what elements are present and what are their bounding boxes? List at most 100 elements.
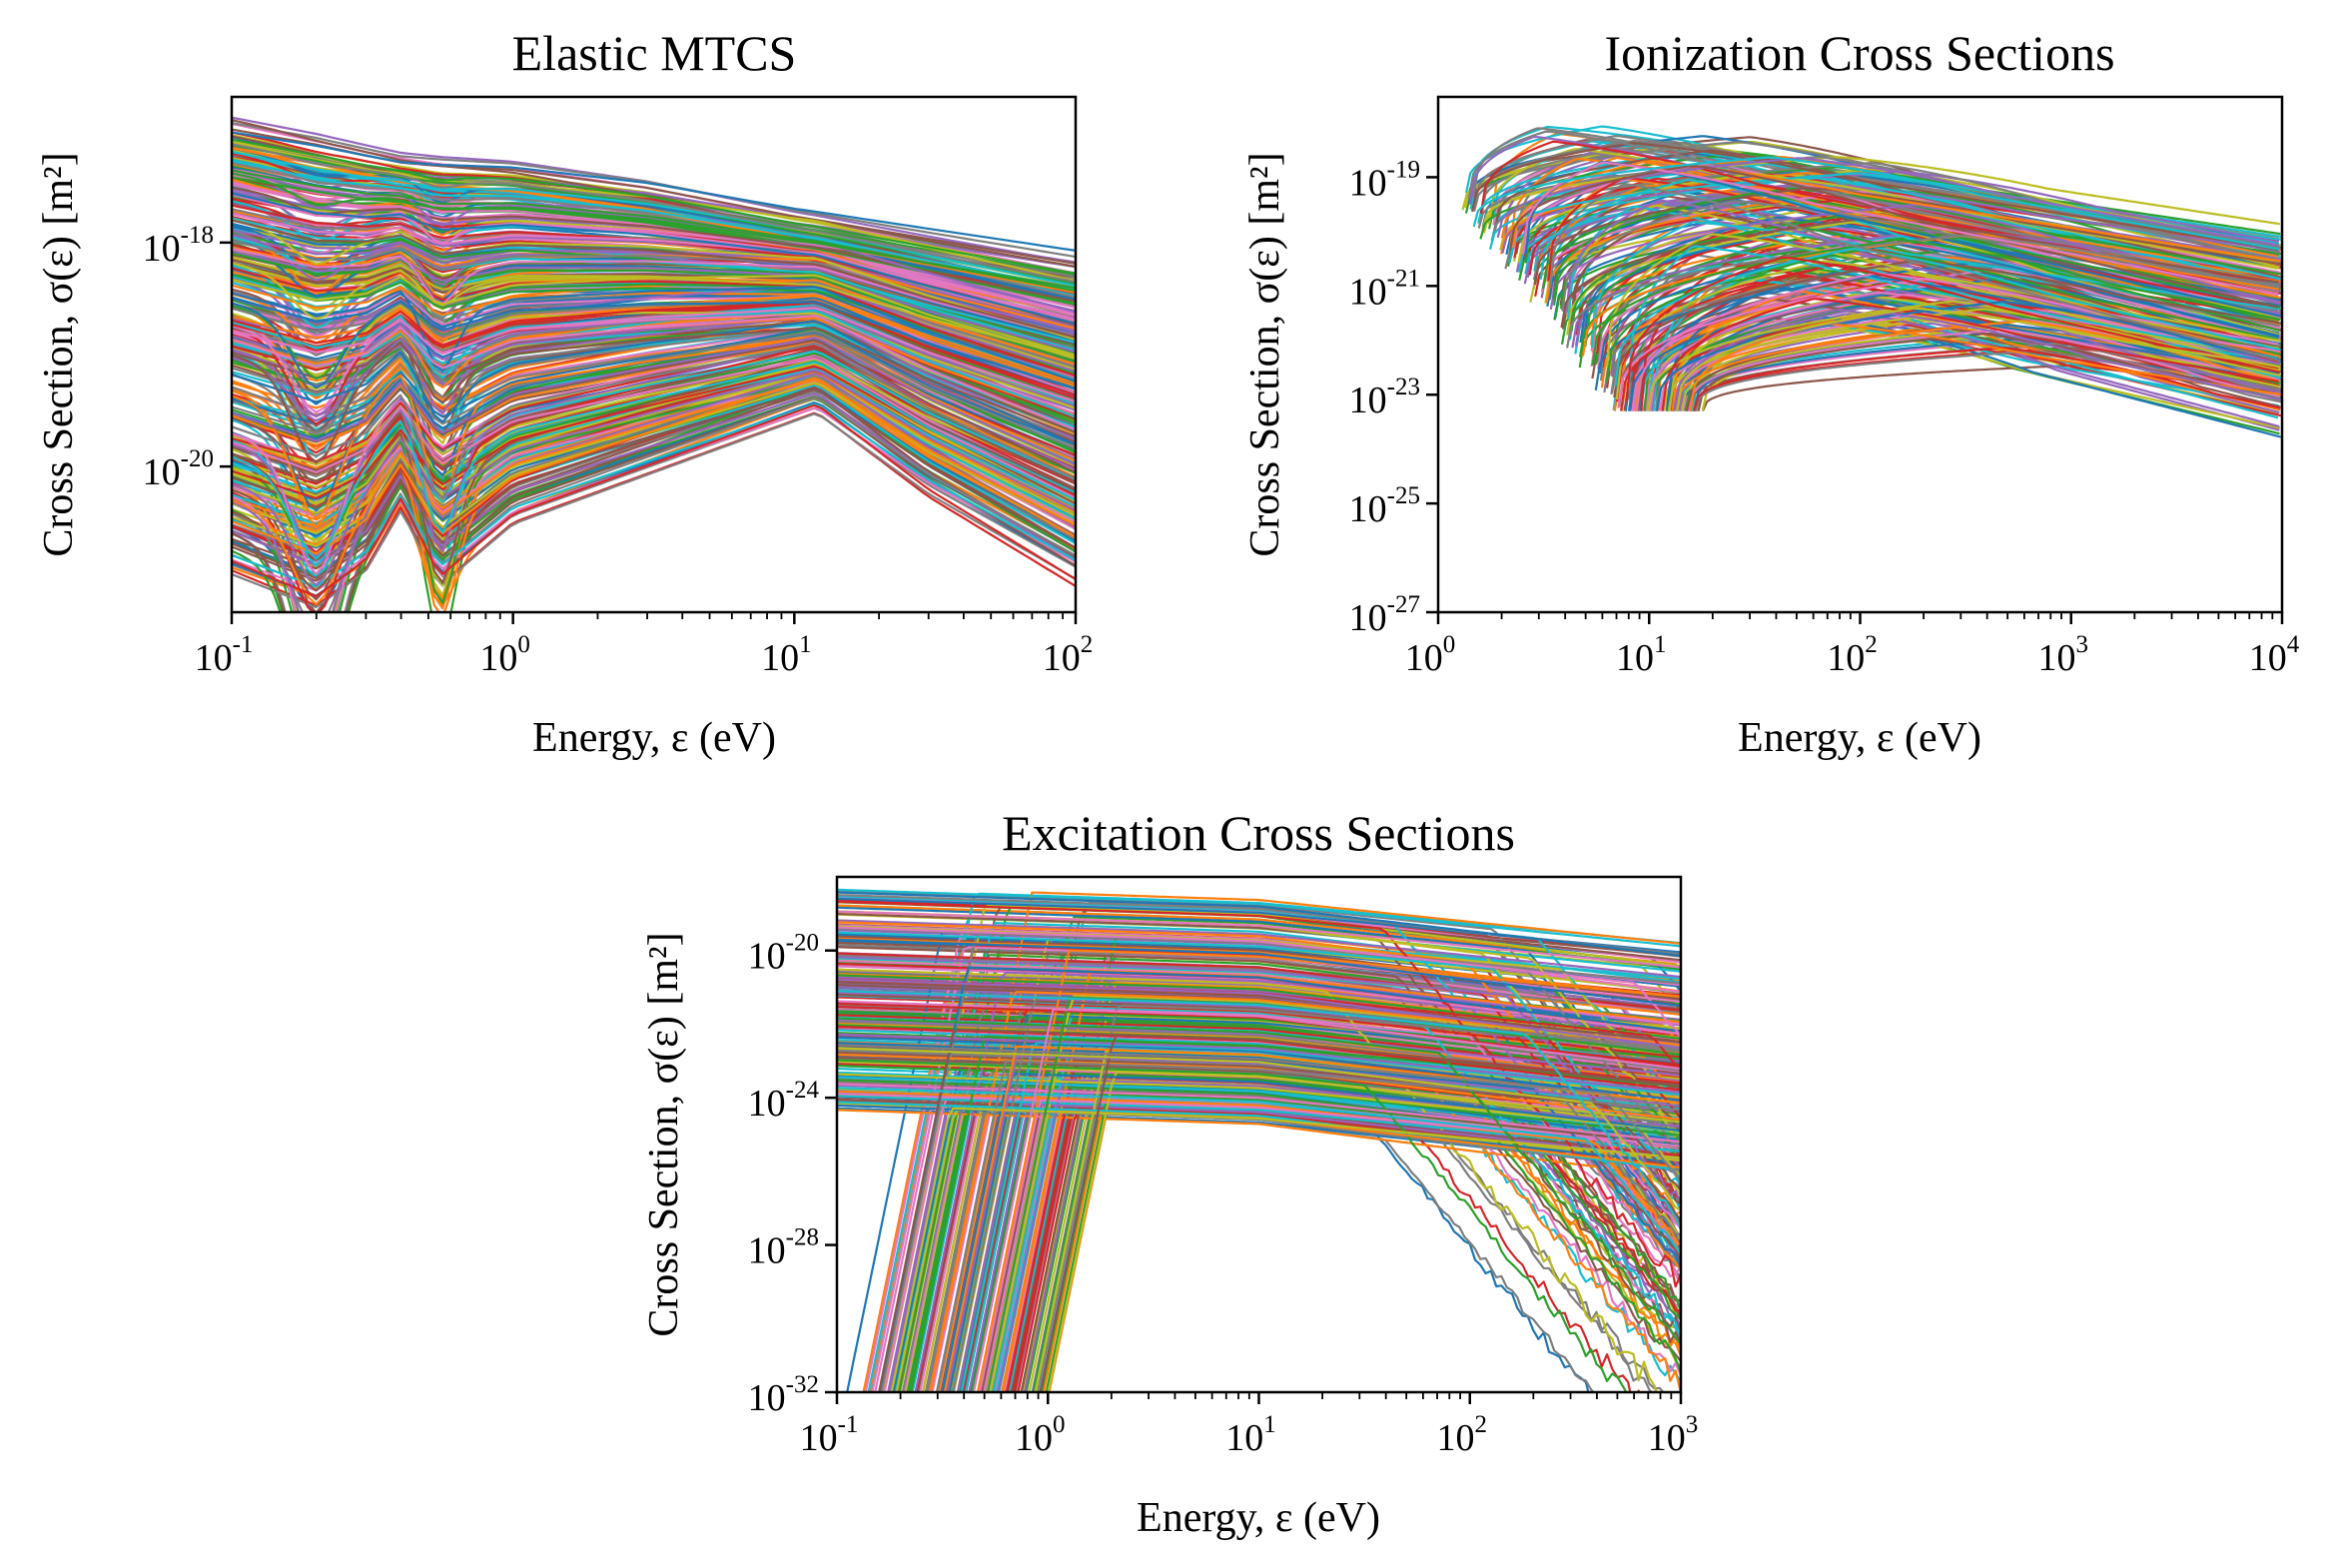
- excitation-series-line: [837, 1076, 1681, 1133]
- elastic-series-line: [232, 212, 1076, 321]
- elastic-series-line: [232, 131, 1076, 252]
- x-tick-label: 10-1: [195, 631, 254, 679]
- x-tick-label: 101: [1225, 1411, 1276, 1459]
- excitation-series-line: [837, 1033, 1681, 1094]
- excitation-series-line: [837, 1029, 1681, 1120]
- series-group: [837, 888, 1681, 1392]
- excitation-series-line: [837, 1053, 1681, 1121]
- x-tick-label: 104: [2249, 631, 2300, 679]
- ionization-series-line: [1491, 161, 2282, 264]
- panel-ionization: Ionization Cross Sections 100 101 102 103 10…: [1242, 25, 2300, 761]
- excitation-series-line: [837, 944, 1681, 1014]
- x-axis-label: Energy, ε (eV): [1137, 1495, 1380, 1541]
- chart-title: Ionization Cross Sections: [1604, 25, 2114, 81]
- excitation-series-line: [837, 1095, 1681, 1153]
- x-axis-label: Energy, ε (eV): [1738, 715, 1981, 761]
- elastic-series-line: [232, 316, 1076, 440]
- elastic-series-line: [232, 219, 1076, 340]
- excitation-series-line: [837, 990, 1681, 1228]
- ionization-series-line: [1675, 309, 2280, 428]
- elastic-series-line: [232, 326, 1076, 439]
- elastic-series-line: [232, 307, 1076, 403]
- excitation-series-line: [837, 1079, 1681, 1373]
- elastic-series-line: [232, 337, 1076, 520]
- ionization-series-line: [1477, 156, 2281, 264]
- x-tick-label: 102: [1827, 631, 1878, 679]
- elastic-series-line: [232, 343, 1076, 499]
- y-tick-label: 10-20: [143, 445, 214, 493]
- x-tick-label: 100: [479, 631, 529, 679]
- excitation-series-line: [941, 1072, 1681, 1392]
- y-axis-label: Cross Section, σ(ε) [m²]: [36, 152, 82, 556]
- excitation-series-line: [960, 1041, 1681, 1392]
- y-axis: 10-19 10-21 10-23 10-25 10-27: [1349, 156, 1438, 639]
- y-tick-label: 10-28: [748, 1224, 819, 1272]
- panel-elastic: Elastic MTCS 10-1 100 101 102 10-18 10-20 En…: [36, 25, 1093, 761]
- elastic-series-line: [232, 379, 1076, 606]
- y-axis-label: Cross Section, σ(ε) [m²]: [1242, 152, 1288, 556]
- chart-title: Excitation Cross Sections: [1002, 805, 1515, 861]
- x-tick-label: 102: [1043, 631, 1094, 679]
- excitation-series-line: [997, 1078, 1681, 1392]
- ionization-series-line: [1625, 256, 2281, 401]
- series-group: [232, 116, 1076, 612]
- ionization-series-line: [1540, 190, 2281, 293]
- elastic-series-line: [232, 326, 1076, 441]
- x-tick-label: 100: [1405, 631, 1456, 679]
- elastic-series-line: [232, 247, 1076, 340]
- elastic-series-line: [232, 304, 1076, 409]
- elastic-series-line: [232, 284, 1076, 385]
- ionization-series-line: [1598, 243, 2280, 375]
- plot-frame: [230, 95, 1078, 614]
- ionization-series-line: [1615, 260, 2280, 400]
- elastic-series-line: [232, 349, 1076, 484]
- excitation-series-line: [837, 1051, 1681, 1111]
- elastic-series-line: [232, 176, 1076, 290]
- excitation-series-line: [837, 978, 1681, 1049]
- excitation-series-line: [837, 1090, 1681, 1247]
- ionization-series-line: [1627, 245, 2279, 391]
- y-tick-label: 10-20: [748, 930, 819, 978]
- y-tick-label: 10-19: [1349, 156, 1420, 204]
- ionization-series-line: [1614, 248, 2282, 387]
- y-tick-label: 10-25: [1349, 482, 1420, 530]
- excitation-series-line: [837, 1087, 1681, 1255]
- elastic-series-line: [232, 361, 1076, 560]
- excitation-series-line: [837, 968, 1667, 1392]
- x-axis: 100 101 102 103 104: [1405, 612, 2300, 679]
- excitation-series-line: [837, 1002, 1681, 1067]
- elastic-series-line: [232, 192, 1076, 325]
- ionization-series-line: [1545, 199, 2281, 304]
- elastic-series-line: [232, 286, 1076, 383]
- ionization-series-line: [1471, 142, 2279, 251]
- ionization-series-line: [1479, 140, 2279, 296]
- excitation-series-line: [837, 1059, 1628, 1392]
- ionization-series-line: [1549, 183, 2281, 363]
- x-tick-label: 10-1: [800, 1411, 859, 1459]
- elastic-series-line: [232, 361, 1076, 514]
- ionization-series-line: [1591, 239, 2281, 366]
- excitation-series-line: [837, 1042, 1681, 1230]
- x-tick-label: 100: [1015, 1411, 1066, 1459]
- excitation-series-line: [837, 910, 1681, 969]
- elastic-series-line: [232, 186, 1076, 303]
- elastic-series-line: [232, 357, 1076, 499]
- excitation-series-line: [837, 1109, 1681, 1271]
- excitation-series-line: [837, 981, 1681, 1044]
- elastic-series-line: [232, 122, 1076, 259]
- x-axis: 10-1 100 101 102: [195, 612, 1094, 679]
- elastic-series-line: [232, 403, 1076, 598]
- y-axis: 10-18 10-20: [143, 222, 232, 493]
- elastic-series-line: [232, 300, 1076, 399]
- excitation-series-line: [837, 931, 1681, 1186]
- y-tick-label: 10-18: [143, 222, 214, 270]
- ionization-series-line: [1481, 156, 2281, 231]
- excitation-series-line: [972, 1008, 1681, 1392]
- ionization-series-line: [1605, 233, 2282, 368]
- excitation-series-line: [837, 1083, 1681, 1144]
- x-tick-label: 101: [1616, 631, 1667, 679]
- excitation-series-line: [837, 891, 1681, 958]
- excitation-series-line: [878, 966, 1681, 1392]
- excitation-series-line: [837, 926, 1681, 1039]
- ionization-series-line: [1661, 298, 2279, 411]
